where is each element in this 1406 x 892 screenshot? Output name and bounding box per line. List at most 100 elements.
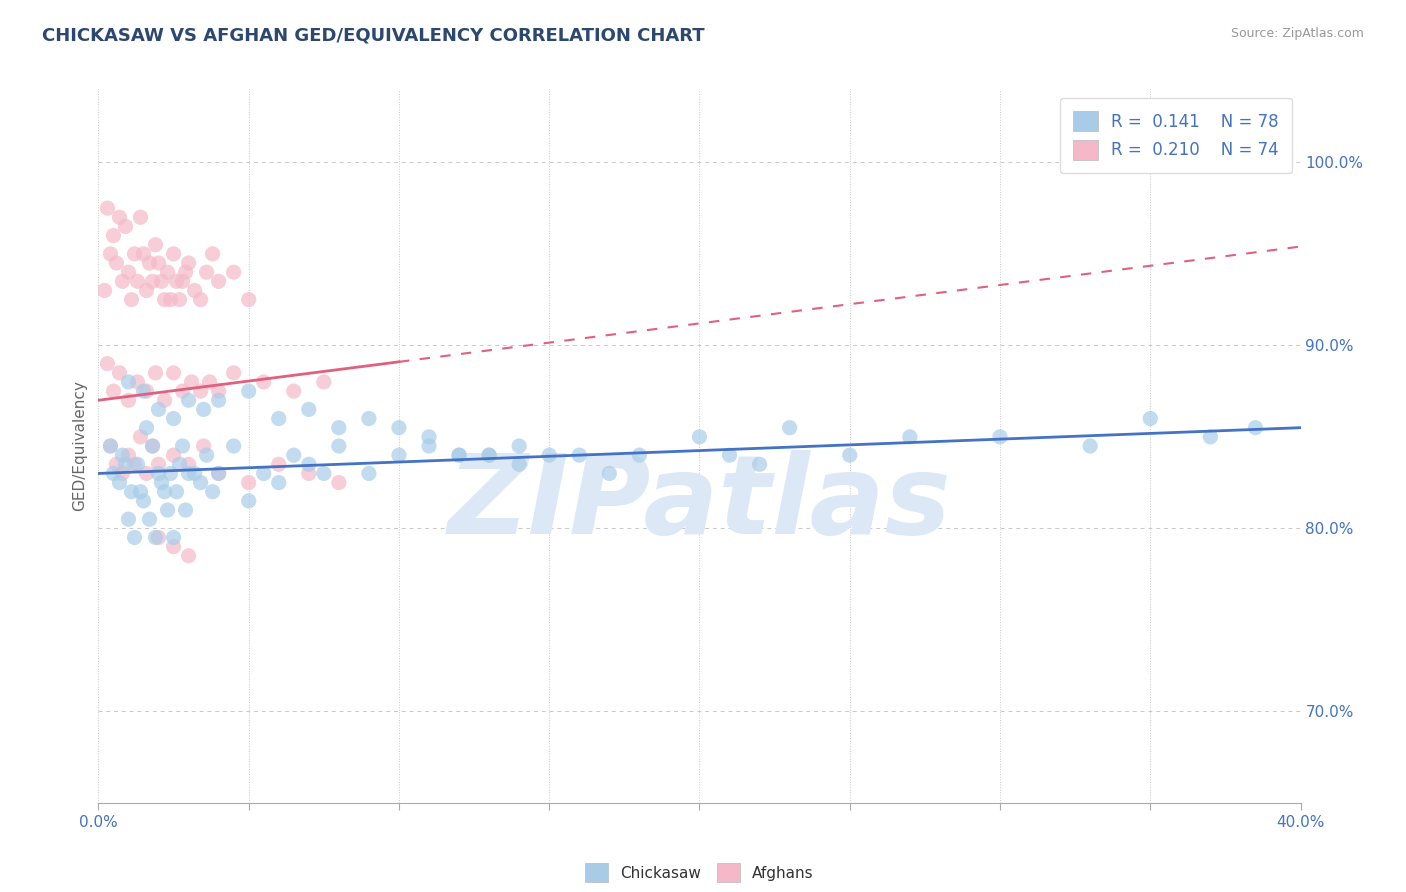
Point (132, 384, 155, 398)
Point (447, 448, 470, 462)
Point (898, 430, 921, 444)
Point (312, 375, 335, 389)
Point (298, 402, 321, 417)
Point (222, 265, 245, 279)
Point (447, 448, 470, 462)
Point (108, 366, 131, 380)
Point (150, 475, 173, 490)
Point (129, 484, 152, 499)
Point (283, 448, 305, 462)
Point (96, 201, 118, 215)
Point (103, 228, 125, 243)
Point (238, 475, 260, 490)
Text: Source: ZipAtlas.com: Source: ZipAtlas.com (1230, 27, 1364, 40)
Point (1274, 146, 1296, 161)
Point (838, 448, 860, 462)
Point (172, 439, 194, 453)
Point (208, 384, 231, 398)
Point (141, 439, 163, 453)
Point (169, 293, 191, 307)
Point (1199, 430, 1222, 444)
Point (93, 284, 115, 298)
Point (418, 430, 440, 444)
Point (166, 484, 188, 499)
Point (298, 467, 321, 481)
Point (238, 384, 260, 398)
Point (238, 494, 260, 508)
Point (162, 540, 184, 554)
Point (190, 293, 212, 307)
Point (148, 256, 170, 270)
Point (177, 467, 200, 481)
Point (718, 448, 741, 462)
Point (129, 211, 152, 225)
Point (132, 247, 155, 261)
Point (1078, 439, 1101, 453)
Point (159, 293, 181, 307)
Point (222, 439, 245, 453)
Point (129, 430, 152, 444)
Point (124, 247, 146, 261)
Point (166, 274, 188, 288)
Point (145, 237, 167, 252)
Point (117, 448, 139, 462)
Point (145, 531, 167, 545)
Point (688, 430, 710, 444)
Point (138, 256, 160, 270)
Point (100, 439, 122, 453)
Point (111, 274, 134, 288)
Point (169, 458, 191, 472)
Point (508, 458, 530, 472)
Point (121, 484, 143, 499)
Point (1139, 411, 1161, 425)
Legend: Chickasaw, Afghans: Chickasaw, Afghans (579, 857, 820, 888)
Point (267, 475, 290, 490)
Point (190, 475, 212, 490)
Point (201, 247, 224, 261)
Point (117, 375, 139, 389)
Point (96, 357, 118, 371)
Point (153, 393, 176, 408)
Point (208, 274, 231, 288)
Point (177, 549, 200, 563)
Point (568, 448, 591, 462)
Point (100, 439, 122, 453)
Point (135, 420, 157, 434)
Point (138, 512, 160, 526)
Point (222, 366, 245, 380)
Point (195, 265, 218, 279)
Point (162, 411, 184, 425)
Point (156, 265, 179, 279)
Point (162, 247, 184, 261)
Point (177, 256, 200, 270)
Point (150, 274, 173, 288)
Point (267, 458, 290, 472)
Point (177, 393, 200, 408)
Point (103, 467, 125, 481)
Point (153, 293, 176, 307)
Point (193, 439, 215, 453)
Point (117, 512, 139, 526)
Point (127, 458, 149, 472)
Point (117, 265, 139, 279)
Point (153, 484, 176, 499)
Point (105, 458, 128, 472)
Point (100, 247, 122, 261)
Point (328, 439, 350, 453)
Point (357, 411, 380, 425)
Point (198, 375, 221, 389)
Point (172, 384, 194, 398)
Point (208, 467, 231, 481)
Point (162, 366, 184, 380)
Point (114, 458, 136, 472)
Point (328, 475, 350, 490)
Point (388, 420, 411, 434)
Point (328, 420, 350, 434)
Point (111, 448, 134, 462)
Point (312, 467, 335, 481)
Point (108, 475, 131, 490)
Point (598, 467, 620, 481)
Point (162, 531, 184, 545)
Point (135, 467, 157, 481)
Point (114, 219, 136, 234)
